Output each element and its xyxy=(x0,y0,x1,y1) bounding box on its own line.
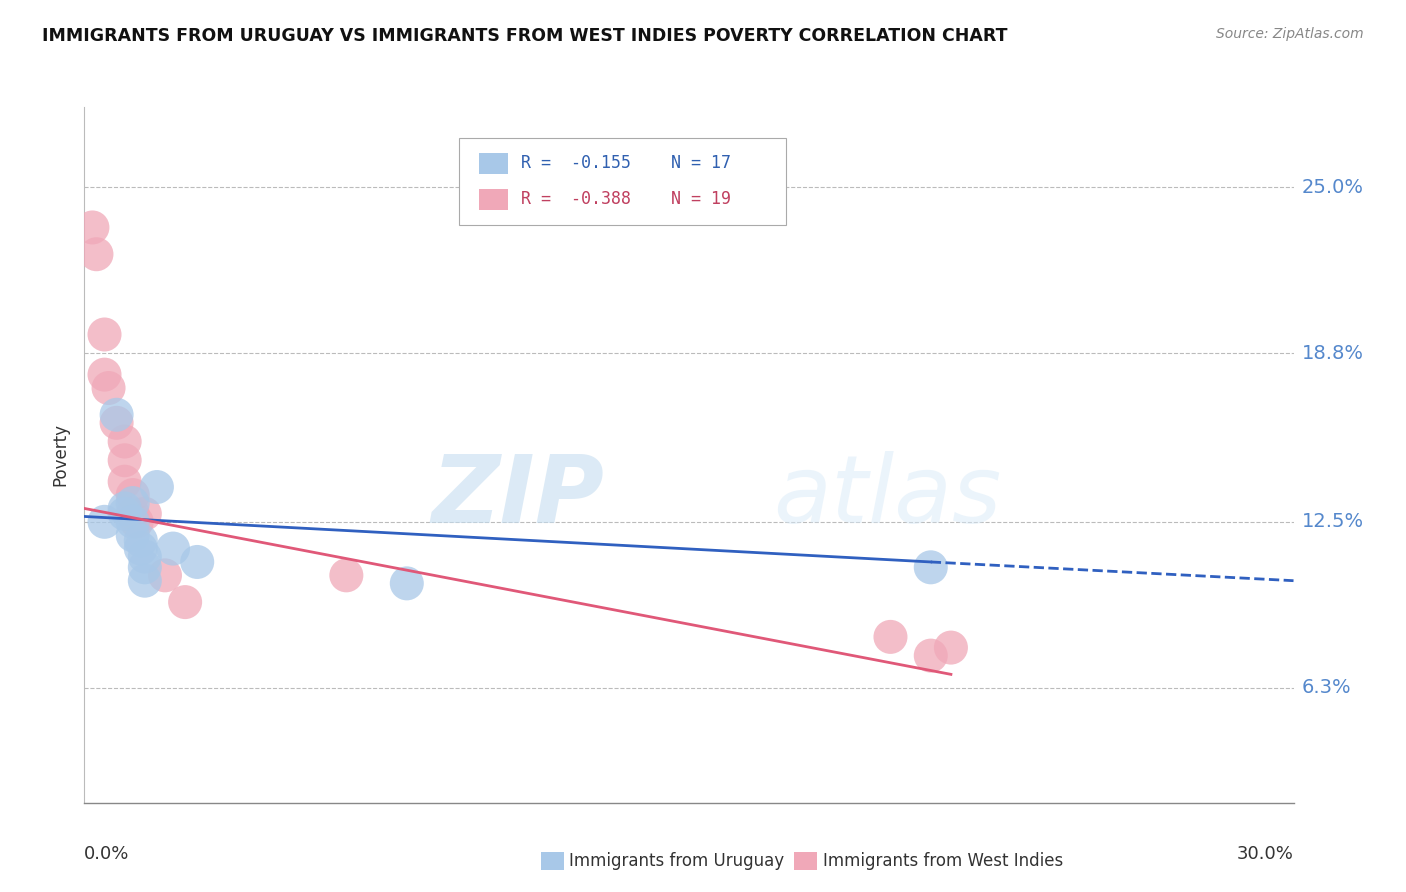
Text: 18.8%: 18.8% xyxy=(1302,343,1364,363)
Text: 30.0%: 30.0% xyxy=(1237,845,1294,863)
Point xyxy=(86,247,108,261)
Text: R =  -0.388    N = 19: R = -0.388 N = 19 xyxy=(520,190,731,209)
Point xyxy=(97,381,120,395)
Point xyxy=(335,568,357,582)
Point xyxy=(82,220,104,235)
Point xyxy=(121,488,143,502)
Point xyxy=(121,515,143,529)
Point xyxy=(153,568,176,582)
Point xyxy=(129,533,152,548)
Point xyxy=(174,595,197,609)
Text: atlas: atlas xyxy=(773,451,1002,542)
Point xyxy=(920,560,942,574)
FancyBboxPatch shape xyxy=(478,189,508,210)
Point xyxy=(93,515,115,529)
Point xyxy=(134,560,156,574)
Point xyxy=(125,515,148,529)
Text: 0.0%: 0.0% xyxy=(84,845,129,863)
Point xyxy=(395,576,418,591)
Point xyxy=(134,549,156,564)
Point xyxy=(134,507,156,521)
Point xyxy=(114,434,136,449)
Point xyxy=(121,507,143,521)
Point xyxy=(186,555,208,569)
Text: 6.3%: 6.3% xyxy=(1302,678,1351,698)
Point xyxy=(93,327,115,342)
Text: 25.0%: 25.0% xyxy=(1302,178,1364,197)
Point xyxy=(105,416,128,430)
Point xyxy=(121,496,143,510)
FancyBboxPatch shape xyxy=(478,153,508,174)
Text: Source: ZipAtlas.com: Source: ZipAtlas.com xyxy=(1216,27,1364,41)
Point xyxy=(162,541,184,556)
Point xyxy=(114,475,136,489)
FancyBboxPatch shape xyxy=(460,138,786,226)
Text: ZIP: ZIP xyxy=(432,450,605,542)
Point xyxy=(114,507,136,521)
Point xyxy=(129,541,152,556)
Text: R =  -0.155    N = 17: R = -0.155 N = 17 xyxy=(520,154,731,172)
Point xyxy=(134,574,156,588)
Text: Immigrants from West Indies: Immigrants from West Indies xyxy=(823,852,1063,870)
Point xyxy=(939,640,962,655)
Point xyxy=(879,630,901,644)
Point xyxy=(114,501,136,516)
Point xyxy=(105,408,128,422)
Point xyxy=(121,528,143,542)
Text: Immigrants from Uruguay: Immigrants from Uruguay xyxy=(569,852,785,870)
Point xyxy=(920,648,942,663)
Point xyxy=(146,480,169,494)
Text: 12.5%: 12.5% xyxy=(1302,512,1364,532)
Text: IMMIGRANTS FROM URUGUAY VS IMMIGRANTS FROM WEST INDIES POVERTY CORRELATION CHART: IMMIGRANTS FROM URUGUAY VS IMMIGRANTS FR… xyxy=(42,27,1008,45)
Point xyxy=(114,453,136,467)
Y-axis label: Poverty: Poverty xyxy=(51,424,69,486)
Point xyxy=(93,368,115,382)
